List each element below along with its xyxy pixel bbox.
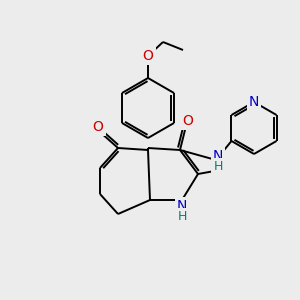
Text: N: N bbox=[177, 199, 187, 213]
Text: H: H bbox=[213, 160, 223, 172]
Text: H: H bbox=[177, 209, 187, 223]
Text: O: O bbox=[93, 120, 104, 134]
Text: N: N bbox=[213, 149, 223, 163]
Text: O: O bbox=[142, 49, 153, 63]
Text: N: N bbox=[249, 95, 259, 109]
Text: O: O bbox=[183, 114, 194, 128]
